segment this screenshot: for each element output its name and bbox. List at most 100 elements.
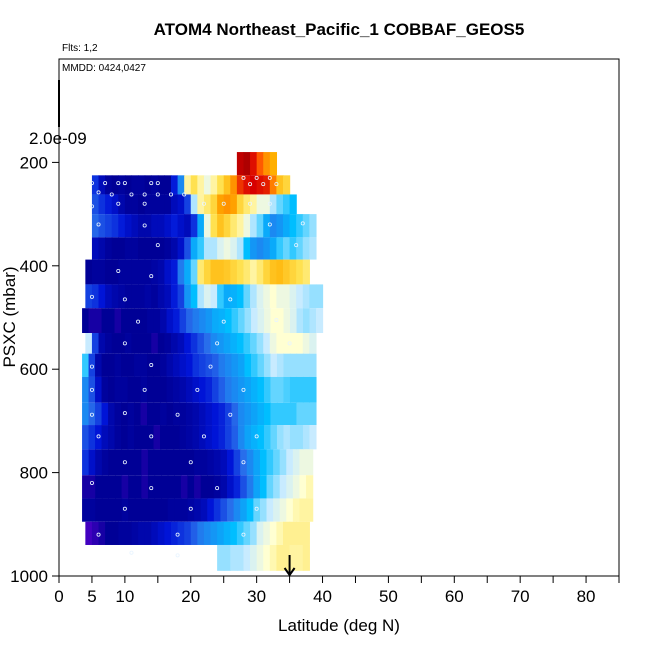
heatmap-cell [108, 402, 116, 426]
heatmap-cell [270, 425, 278, 450]
heatmap-cell [269, 544, 278, 571]
heatmap-cell [144, 214, 152, 238]
heatmap-cell [203, 333, 212, 354]
heatmap-cell [279, 475, 287, 499]
heatmap-cell [302, 333, 310, 354]
heatmap-cell [223, 521, 231, 545]
heatmap-cell [88, 425, 96, 450]
heatmap-cell [240, 498, 248, 522]
heatmap-cell [173, 353, 181, 377]
heatmap-cell [140, 353, 148, 377]
heatmap-cell [164, 194, 172, 215]
heatmap-cell [205, 402, 213, 426]
heatmap-cell [237, 353, 246, 377]
heatmap-cell [180, 475, 189, 499]
heatmap-cell [237, 402, 246, 426]
heatmap-cell [263, 194, 271, 215]
heatmap-cell [244, 308, 252, 334]
sample-point [122, 411, 127, 416]
heatmap-cell [153, 425, 161, 450]
heatmap-cell [217, 544, 225, 571]
heatmap-cell [230, 194, 238, 215]
heatmap-cell [223, 284, 231, 309]
heatmap-cell [250, 194, 258, 215]
heatmap-cell [283, 521, 291, 545]
heatmap-cell [85, 284, 93, 309]
heatmap-cell [269, 284, 278, 309]
heatmap-cell [243, 214, 251, 238]
heatmap-cell [251, 308, 259, 334]
heatmap-cell [236, 175, 245, 195]
heatmap-cell [124, 521, 133, 545]
sample-point [122, 460, 127, 465]
heatmap-cell [302, 353, 311, 377]
heatmap-cell [217, 237, 225, 260]
heatmap-cell [184, 175, 192, 195]
heatmap-cell [203, 521, 212, 545]
sample-point [254, 434, 259, 439]
heatmap-cell [296, 544, 304, 571]
heatmap-cell [88, 498, 96, 522]
latitude-marker-arrow [283, 555, 296, 577]
heatmap-cell [250, 333, 258, 354]
heatmap-cell [217, 333, 225, 354]
heatmap-cell [173, 308, 181, 334]
heatmap-cell [231, 376, 239, 403]
heatmap-cell [309, 353, 317, 377]
heatmap-cell [85, 259, 93, 285]
heatmap-cell [277, 308, 285, 334]
heatmap-cell [151, 214, 159, 238]
heatmap-cell [179, 308, 187, 334]
heatmap-cell [244, 402, 252, 426]
heatmap-cell [151, 284, 159, 309]
heatmap-cell [306, 449, 314, 476]
heatmap-cell [283, 353, 291, 377]
heatmap-cell [167, 498, 175, 522]
heatmap-cell [144, 521, 152, 545]
heatmap-cell [108, 498, 116, 522]
heatmap-cell [151, 237, 159, 260]
heatmap-cell [105, 214, 113, 238]
heatmap-cell [190, 521, 198, 545]
heatmap-cell [270, 353, 278, 377]
heatmap-cell [131, 194, 139, 215]
sample-point [267, 201, 272, 206]
heatmap-cell [236, 259, 245, 285]
heatmap-cell [220, 449, 228, 476]
heatmap-cell [160, 425, 168, 450]
heatmap-cell [190, 194, 198, 215]
heatmap-cell [292, 498, 301, 522]
heatmap-cell [217, 175, 225, 195]
sample-point [149, 434, 154, 439]
heatmap-cell [154, 449, 162, 476]
heatmap-cell [105, 237, 113, 260]
heatmap-cell [88, 449, 96, 476]
heatmap-cell [151, 194, 159, 215]
heatmap-cell [186, 425, 194, 450]
heatmap-cell [173, 425, 181, 450]
heatmap-cell [98, 521, 106, 545]
heatmap-cell [197, 333, 205, 354]
heatmap-cell [171, 194, 179, 215]
heatmap-cell [114, 308, 122, 334]
sample-point [241, 387, 246, 392]
heatmap-cell [101, 425, 109, 450]
heatmap-cell [217, 521, 225, 545]
heatmap-cell [167, 449, 175, 476]
heatmap-cell [82, 425, 90, 450]
heatmap-cell [309, 284, 317, 309]
sample-point [287, 341, 292, 346]
heatmap-cell [210, 237, 218, 260]
heatmap-cell [121, 353, 129, 377]
heatmap-cell [296, 259, 304, 285]
heatmap-cell [153, 376, 161, 403]
heatmap-cell [91, 284, 100, 309]
heatmap-cell [212, 308, 220, 334]
sample-point [155, 243, 160, 248]
heatmap-cell [269, 152, 278, 176]
heatmap-cell [309, 376, 317, 403]
heatmap-cell [138, 194, 146, 215]
heatmap-cell [186, 376, 194, 403]
sample-point [122, 181, 127, 186]
heatmap-cell [225, 308, 233, 334]
